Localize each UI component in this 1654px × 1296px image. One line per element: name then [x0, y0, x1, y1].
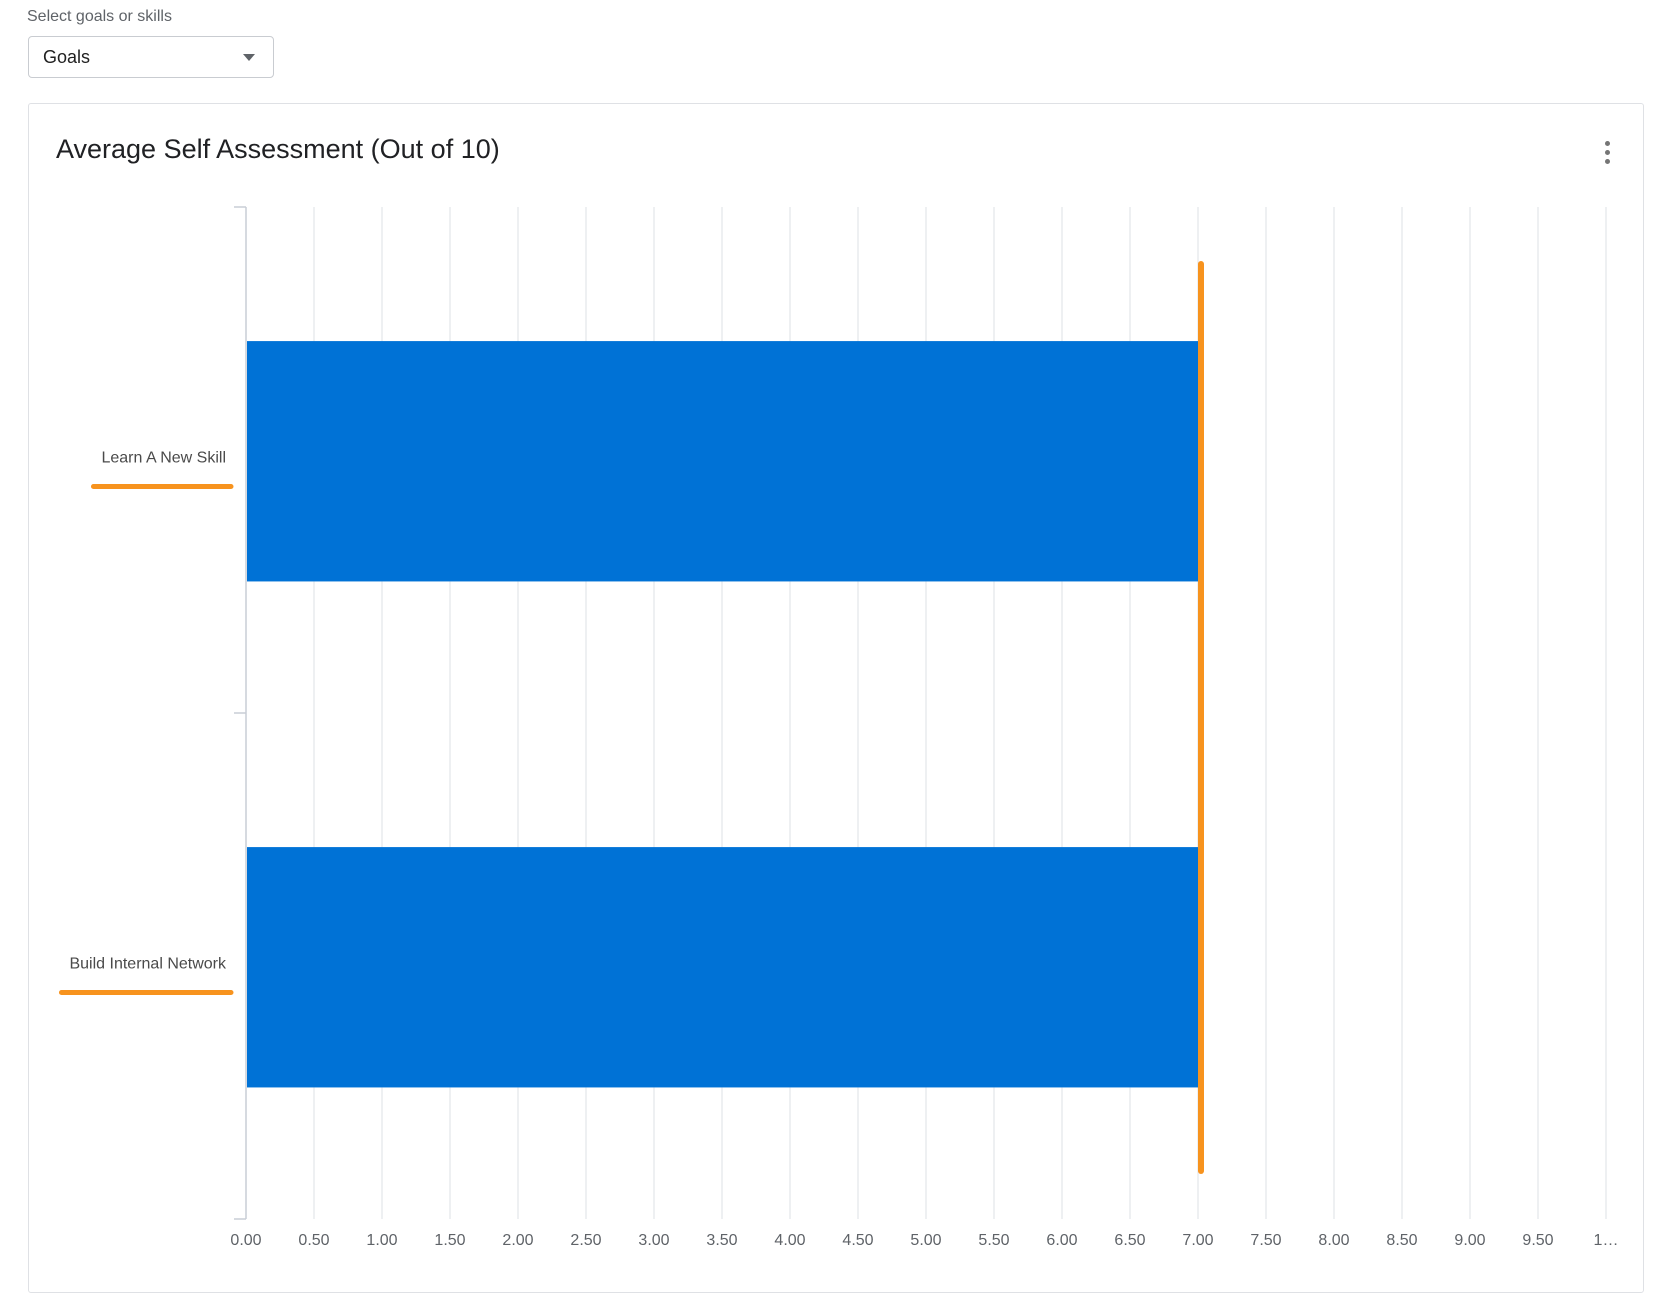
category-label: Build Internal Network: [69, 955, 227, 972]
dropdown-selected-value: Goals: [43, 47, 91, 67]
x-tick-label: 4.50: [842, 1232, 873, 1249]
caret-down-icon: [243, 54, 255, 61]
chart-card: Average Self Assessment (Out of 10): [28, 103, 1644, 1293]
category-label: Learn A New Skill: [101, 449, 226, 466]
x-tick-label: 1.00: [366, 1232, 397, 1249]
x-tick-label: 0.50: [298, 1232, 329, 1249]
x-tick-label: 2.00: [502, 1232, 533, 1249]
x-tick-label: 5.50: [978, 1232, 1009, 1249]
x-tick-label: 7.50: [1250, 1232, 1281, 1249]
x-tick-label: 9.50: [1522, 1232, 1553, 1249]
x-tick-label: 1…: [1594, 1232, 1619, 1249]
x-tick-label: 0.00: [230, 1232, 261, 1249]
x-tick-label: 2.50: [570, 1232, 601, 1249]
x-tick-label: 6.50: [1114, 1232, 1145, 1249]
x-tick-label: 1.50: [434, 1232, 465, 1249]
x-tick-label: 6.00: [1046, 1232, 1077, 1249]
goals-skills-selector-label: Select goals or skills: [27, 8, 172, 25]
x-tick-label: 7.00: [1182, 1232, 1213, 1249]
x-tick-label: 3.50: [706, 1232, 737, 1249]
x-tick-label: 4.00: [774, 1232, 805, 1249]
x-tick-label: 5.00: [910, 1232, 941, 1249]
goals-skills-dropdown[interactable]: Goals: [28, 36, 274, 78]
bar: [247, 341, 1198, 582]
chart-title: Average Self Assessment (Out of 10): [56, 134, 500, 164]
x-tick-label: 8.50: [1386, 1232, 1417, 1249]
x-tick-label: 9.00: [1454, 1232, 1485, 1249]
bar: [247, 847, 1198, 1088]
more-vert-icon[interactable]: [1601, 141, 1613, 165]
x-tick-label: 8.00: [1318, 1232, 1349, 1249]
x-tick-label: 3.00: [638, 1232, 669, 1249]
